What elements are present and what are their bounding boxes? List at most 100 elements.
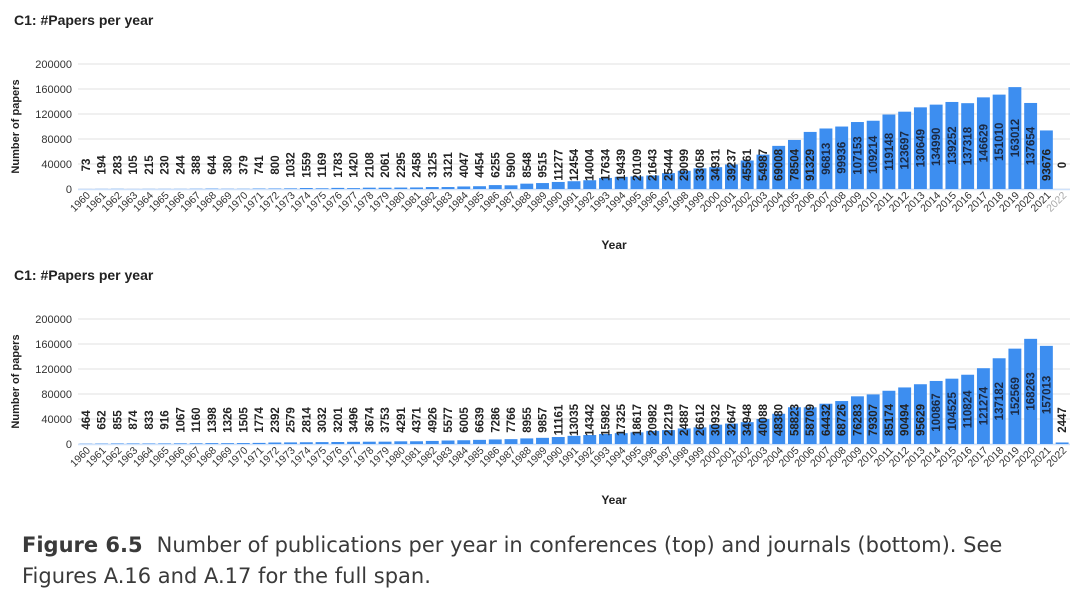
data-label: 3121 (443, 152, 455, 178)
data-label: 1420 (349, 152, 361, 178)
bar (1008, 348, 1022, 444)
bar (536, 183, 549, 189)
data-label: 9515 (538, 152, 550, 178)
data-label: 104525 (947, 392, 959, 431)
data-label: 833 (144, 410, 156, 429)
bar (205, 443, 219, 444)
bar (567, 181, 581, 189)
data-label: 379 (238, 155, 250, 174)
bar (268, 188, 282, 189)
bar (457, 440, 471, 444)
data-label: 93676 (1041, 149, 1053, 181)
bar (488, 185, 502, 189)
data-label: 151010 (994, 123, 1006, 161)
bar (787, 407, 801, 444)
x-axis-label: Year (601, 493, 627, 507)
y-tick-label: 160000 (35, 84, 72, 96)
data-label: 644 (207, 155, 219, 175)
data-label: 20982 (648, 404, 660, 436)
data-label: 4926 (427, 407, 439, 433)
data-label: 76283 (852, 404, 864, 436)
bar (520, 438, 534, 444)
bar (252, 442, 266, 444)
data-label: 4047 (459, 152, 471, 178)
y-tick-label: 80000 (41, 389, 72, 401)
bar (630, 176, 644, 189)
y-tick-label: 160000 (35, 339, 72, 351)
data-label: 34931 (711, 148, 723, 181)
bar (504, 185, 518, 189)
bar (331, 441, 345, 444)
data-label: 152569 (1010, 377, 1022, 415)
data-label: 78504 (789, 148, 801, 181)
data-label: 68726 (837, 404, 849, 436)
data-label: 215 (144, 155, 156, 175)
data-label: 107153 (852, 136, 864, 174)
data-label: 33058 (695, 148, 707, 181)
data-label: 34948 (742, 403, 754, 436)
data-label: 58823 (789, 404, 801, 436)
data-label: 283 (112, 155, 124, 174)
bar (740, 160, 754, 189)
bar (992, 94, 1006, 189)
data-label: 110824 (963, 390, 975, 428)
data-label: 48380 (774, 404, 786, 436)
data-label: 9857 (538, 407, 550, 433)
data-label: 121274 (978, 386, 990, 425)
bar (756, 154, 770, 189)
bar (677, 170, 691, 189)
bar (709, 167, 723, 189)
data-label: 1169 (317, 153, 329, 178)
data-label: 6005 (459, 407, 471, 433)
bar (945, 101, 959, 189)
data-label: 855 (112, 410, 124, 430)
data-label: 26612 (695, 404, 707, 436)
data-label: 7766 (506, 407, 518, 433)
data-label: 95629 (915, 404, 927, 436)
bar (299, 188, 313, 189)
data-label: 916 (160, 410, 172, 429)
bar (299, 442, 313, 444)
data-label: 4371 (412, 407, 424, 433)
bar (158, 443, 172, 444)
bar (662, 430, 675, 444)
bar (551, 437, 565, 444)
data-label: 2579 (286, 407, 298, 433)
bar (504, 439, 518, 444)
data-label: 85174 (884, 403, 896, 436)
y-tick-label: 0 (66, 184, 72, 196)
bar (961, 103, 975, 189)
bar (819, 128, 833, 189)
data-label: 1067 (175, 407, 187, 433)
bar (882, 114, 896, 189)
y-tick-label: 40000 (41, 159, 72, 171)
bar (457, 186, 471, 189)
data-label: 5577 (443, 407, 455, 433)
bar (362, 187, 376, 189)
bar (473, 186, 486, 189)
figure-caption: Figure 6.5 Number of publications per yea… (22, 530, 1067, 592)
data-label: 0 (1057, 162, 1069, 168)
data-label: 6639 (475, 407, 487, 433)
chart-title: C1: #Papers per year (14, 267, 154, 283)
bar (725, 164, 738, 189)
data-label: 2447 (1057, 407, 1069, 433)
bar (756, 418, 770, 444)
data-label: 14342 (585, 404, 597, 436)
bar (284, 188, 298, 189)
data-label: 25444 (663, 148, 675, 181)
bar (315, 188, 329, 189)
bar (662, 173, 675, 189)
bar (378, 441, 392, 444)
bar (1024, 338, 1038, 444)
data-label: 21643 (648, 149, 660, 181)
data-label: 69008 (774, 148, 786, 181)
data-label: 73 (81, 159, 93, 172)
data-label: 22219 (663, 404, 675, 436)
y-tick-label: 0 (66, 439, 72, 451)
data-label: 137182 (994, 382, 1006, 420)
data-label: 388 (191, 155, 203, 175)
bar (236, 443, 250, 444)
bar (709, 424, 723, 444)
bar (740, 422, 754, 444)
